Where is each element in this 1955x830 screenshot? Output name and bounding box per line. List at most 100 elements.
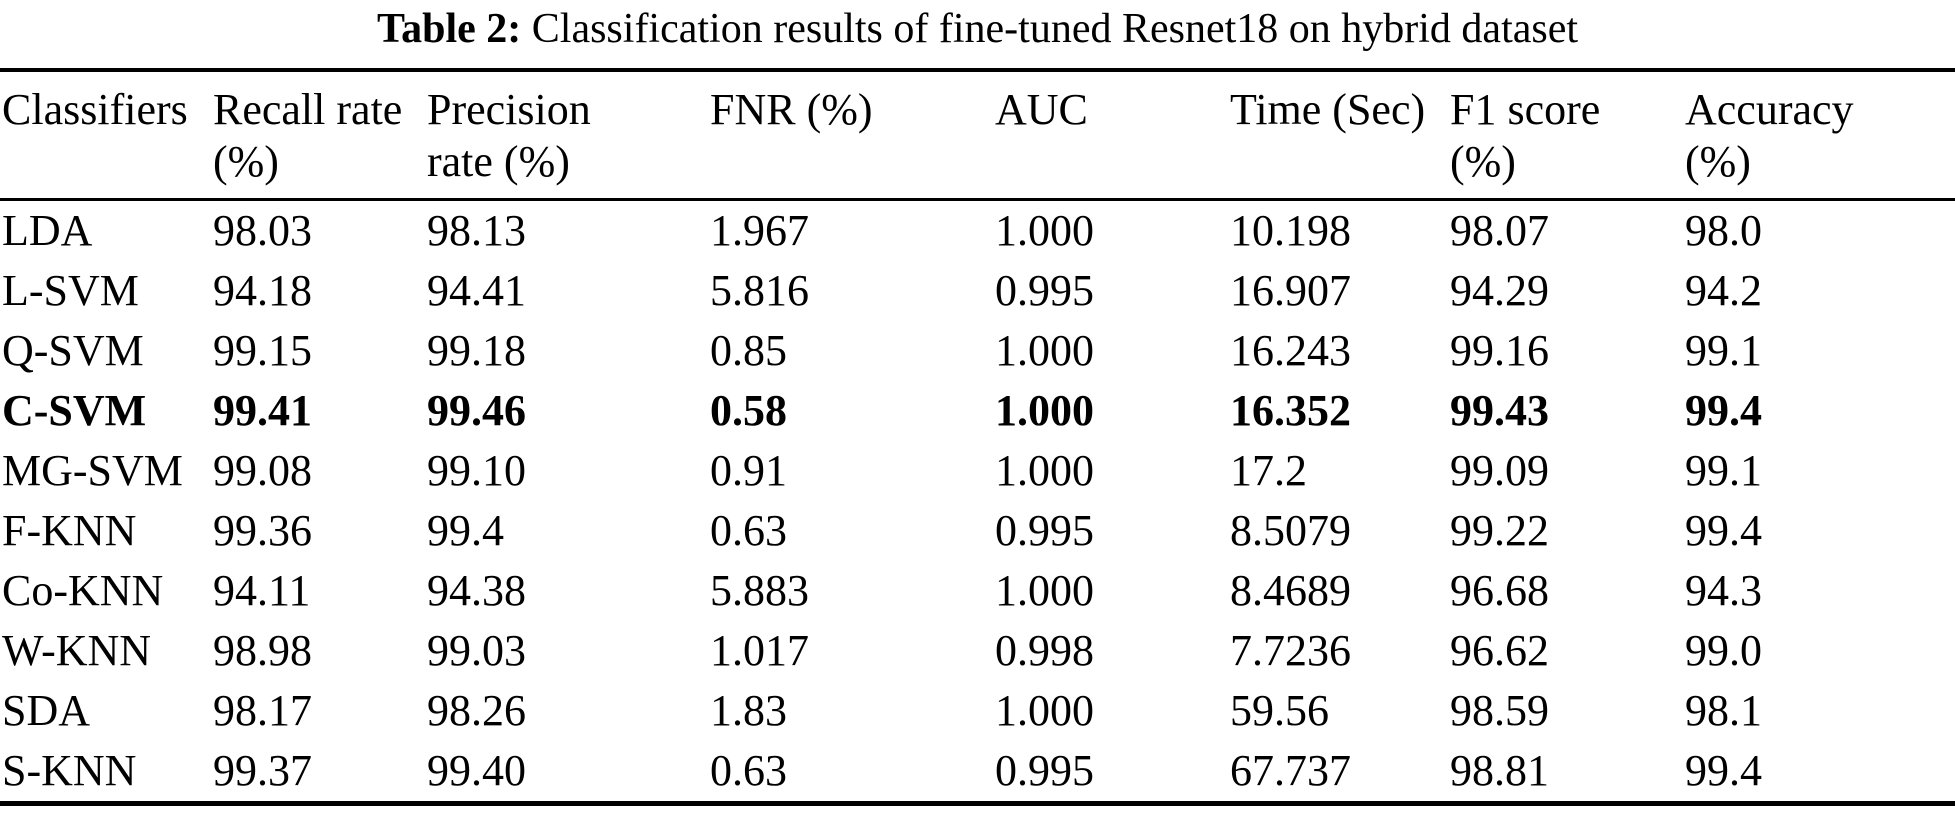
cell-recall: 99.15 — [213, 326, 312, 375]
table-caption-label: Table 2: — [376, 6, 522, 52]
cell-precision: 99.40 — [427, 746, 526, 795]
cell-f1: 98.81 — [1450, 746, 1549, 795]
header-line: Classifiers — [2, 85, 188, 134]
header-line: AUC — [995, 85, 1088, 134]
header-line: Time (Sec) — [1230, 85, 1426, 134]
cell-auc: 1.000 — [995, 326, 1094, 375]
cell-f1: 96.62 — [1450, 626, 1549, 675]
col-header-classifiers: Classifiers — [0, 70, 213, 201]
table-row-lda: LDA 98.03 98.13 1.967 1.000 10.198 98.07… — [0, 200, 1955, 262]
cell-f1: 98.07 — [1450, 206, 1549, 255]
cell-fnr: 0.63 — [710, 506, 787, 555]
cell-accuracy: 94.3 — [1685, 566, 1762, 615]
col-header-time: Time (Sec) — [1230, 70, 1450, 201]
table-row-s-knn: S-KNN 99.37 99.40 0.63 0.995 67.737 98.8… — [0, 741, 1955, 804]
col-header-auc: AUC — [995, 70, 1230, 201]
cell-recall: 94.11 — [213, 566, 311, 615]
cell-precision: 99.10 — [427, 446, 526, 495]
col-header-f1-score: F1 score (%) — [1450, 70, 1685, 201]
cell-accuracy: 99.4 — [1685, 506, 1762, 555]
cell-time: 17.2 — [1230, 446, 1307, 495]
cell-accuracy: 94.2 — [1685, 266, 1762, 315]
cell-accuracy: 99.1 — [1685, 446, 1762, 495]
cell-classifier: MG-SVM — [2, 446, 183, 495]
cell-precision: 94.38 — [427, 566, 526, 615]
cell-classifier: L-SVM — [2, 266, 139, 315]
cell-f1: 98.59 — [1450, 686, 1549, 735]
cell-fnr: 5.816 — [710, 266, 809, 315]
cell-fnr: 0.91 — [710, 446, 787, 495]
cell-f1: 99.22 — [1450, 506, 1549, 555]
cell-time: 16.907 — [1230, 266, 1351, 315]
cell-precision: 98.13 — [427, 206, 526, 255]
cell-classifier: F-KNN — [2, 506, 137, 555]
cell-precision: 99.03 — [427, 626, 526, 675]
cell-classifier: Q-SVM — [2, 326, 144, 375]
cell-recall: 99.36 — [213, 506, 312, 555]
table-body: LDA 98.03 98.13 1.967 1.000 10.198 98.07… — [0, 200, 1955, 804]
cell-auc: 1.000 — [995, 566, 1094, 615]
table-caption-text: Classification results of fine-tuned Res… — [531, 6, 1579, 52]
cell-recall: 99.41 — [213, 386, 312, 435]
header-line: rate (%) — [427, 137, 570, 186]
col-header-precision-rate: Precision rate (%) — [427, 70, 710, 201]
header-line: (%) — [213, 137, 279, 186]
cell-f1: 99.43 — [1450, 386, 1549, 435]
table-caption: Table 2: Classification results of fine-… — [0, 0, 1955, 54]
cell-recall: 98.98 — [213, 626, 312, 675]
cell-classifier: C-SVM — [2, 386, 147, 435]
cell-fnr: 0.63 — [710, 746, 787, 795]
cell-auc: 1.000 — [995, 446, 1094, 495]
cell-recall: 98.17 — [213, 686, 312, 735]
cell-precision: 99.4 — [427, 506, 504, 555]
cell-f1: 99.09 — [1450, 446, 1549, 495]
header-line: Recall rate — [213, 85, 403, 134]
cell-time: 10.198 — [1230, 206, 1351, 255]
cell-classifier: LDA — [2, 206, 93, 255]
table-row-f-knn: F-KNN 99.36 99.4 0.63 0.995 8.5079 99.22… — [0, 501, 1955, 561]
cell-fnr: 1.967 — [710, 206, 809, 255]
header-line: F1 score — [1450, 85, 1601, 134]
cell-time: 8.4689 — [1230, 566, 1351, 615]
cell-fnr: 5.883 — [710, 566, 809, 615]
cell-recall: 94.18 — [213, 266, 312, 315]
table-row-l-svm: L-SVM 94.18 94.41 5.816 0.995 16.907 94.… — [0, 261, 1955, 321]
cell-precision: 99.18 — [427, 326, 526, 375]
table-row-q-svm: Q-SVM 99.15 99.18 0.85 1.000 16.243 99.1… — [0, 321, 1955, 381]
cell-recall: 99.08 — [213, 446, 312, 495]
table-row-sda: SDA 98.17 98.26 1.83 1.000 59.56 98.59 9… — [0, 681, 1955, 741]
header-line: (%) — [1685, 137, 1751, 186]
cell-fnr: 1.83 — [710, 686, 787, 735]
cell-auc: 0.995 — [995, 266, 1094, 315]
cell-accuracy: 99.0 — [1685, 626, 1762, 675]
cell-auc: 0.995 — [995, 746, 1094, 795]
cell-time: 59.56 — [1230, 686, 1329, 735]
header-line: Precision — [427, 85, 591, 134]
results-table: Classifiers Recall rate (%) Precision ra… — [0, 68, 1955, 806]
col-header-fnr: FNR (%) — [710, 70, 995, 201]
cell-fnr: 1.017 — [710, 626, 809, 675]
cell-recall: 99.37 — [213, 746, 312, 795]
cell-fnr: 0.58 — [710, 386, 787, 435]
cell-auc: 1.000 — [995, 206, 1094, 255]
cell-precision: 94.41 — [427, 266, 526, 315]
cell-classifier: SDA — [2, 686, 91, 735]
cell-recall: 98.03 — [213, 206, 312, 255]
cell-classifier: W-KNN — [2, 626, 152, 675]
cell-auc: 1.000 — [995, 386, 1094, 435]
cell-f1: 99.16 — [1450, 326, 1549, 375]
cell-f1: 96.68 — [1450, 566, 1549, 615]
cell-f1: 94.29 — [1450, 266, 1549, 315]
cell-precision: 99.46 — [427, 386, 526, 435]
cell-accuracy: 99.4 — [1685, 386, 1762, 435]
cell-accuracy: 98.0 — [1685, 206, 1762, 255]
table-row-mg-svm: MG-SVM 99.08 99.10 0.91 1.000 17.2 99.09… — [0, 441, 1955, 501]
cell-auc: 0.998 — [995, 626, 1094, 675]
cell-classifier: S-KNN — [2, 746, 137, 795]
header-row: Classifiers Recall rate (%) Precision ra… — [0, 70, 1955, 201]
table-header: Classifiers Recall rate (%) Precision ra… — [0, 70, 1955, 201]
cell-auc: 0.995 — [995, 506, 1094, 555]
table-row-c-svm: C-SVM 99.41 99.46 0.58 1.000 16.352 99.4… — [0, 381, 1955, 441]
cell-accuracy: 99.4 — [1685, 746, 1762, 795]
cell-accuracy: 98.1 — [1685, 686, 1762, 735]
